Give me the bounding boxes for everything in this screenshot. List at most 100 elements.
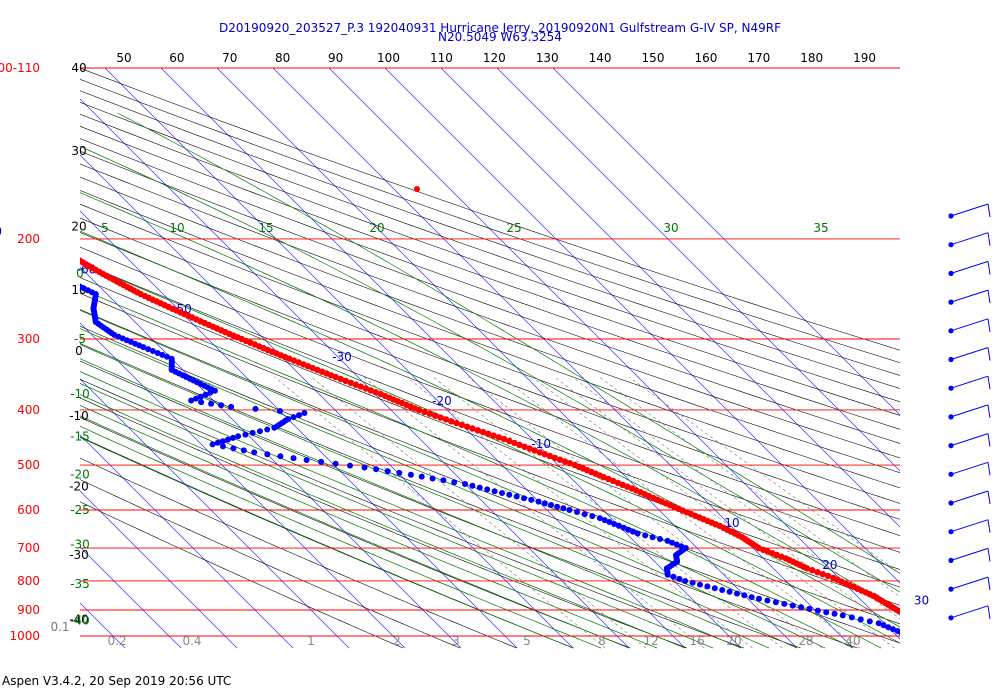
temperature-point (905, 614, 911, 620)
wind-barb (948, 289, 991, 305)
temperature-point (506, 437, 513, 445)
dewpoint-point (347, 462, 353, 469)
temperature-point (485, 430, 492, 437)
temperature-point (415, 406, 423, 414)
dewpoint-point (301, 410, 308, 416)
isotherm-label: 20 (822, 558, 837, 572)
dry-adiabat-line (80, 417, 631, 649)
dewpoint-point (670, 573, 677, 580)
pressure-label: 500 (17, 458, 40, 472)
temperature-point (352, 381, 359, 388)
dewpoint-point (506, 491, 513, 498)
mixing-ratio-label: 3 (452, 634, 460, 648)
dewpoint-point (839, 612, 846, 619)
isotherm-label: -20 (432, 394, 452, 408)
dewpoint-point (711, 585, 718, 592)
dry-adiabat-line (80, 309, 900, 625)
top-scale-label: 110 (430, 51, 453, 65)
mixing-ratio-label: 40 (845, 634, 860, 648)
dewpoint-point (566, 507, 573, 513)
top-scale-label: 50 (116, 51, 131, 65)
moist-adiabat-line (80, 288, 882, 649)
temperature-point (916, 620, 922, 626)
dewpoint-point (634, 530, 641, 537)
dewpoint-point (209, 441, 216, 448)
temperature-point (500, 435, 508, 443)
dewpoint-point (560, 505, 567, 512)
left-scale-label: -30 (69, 548, 89, 562)
isotherm-label: 10 (724, 516, 739, 530)
dewpoint-point (697, 581, 703, 588)
left-scale-label: 0 (75, 344, 83, 358)
dry-adiabat-line (80, 78, 900, 364)
isotherm-line (440, 68, 900, 528)
temperature-point (479, 428, 487, 436)
dry-adiabat-line (80, 113, 900, 403)
temperature-point (67, 252, 73, 258)
mixing-ratio-label: 16 (689, 634, 704, 648)
dewpoint-point (606, 519, 613, 525)
temperature-point (469, 425, 476, 432)
dewpoint-point (596, 515, 603, 522)
wind-barb (948, 519, 991, 535)
temperature-point (935, 631, 941, 637)
dewpoint-point (620, 524, 627, 531)
dewpoint-point (581, 511, 588, 518)
left-scale-label: -10 (69, 409, 89, 423)
moist-adiabat-label: 25 (506, 221, 521, 235)
left-scale-label: 30 (71, 144, 86, 158)
isotherm-line (80, 266, 462, 649)
moist-adiabat-label: 15 (258, 221, 273, 235)
dewpoint-point (235, 433, 242, 440)
isotherm-line (80, 322, 406, 649)
wind-barb (948, 260, 991, 276)
temperature-point (347, 379, 354, 386)
mixing-ratio-label: 2 (393, 634, 401, 648)
dry-adiabat-line (80, 138, 900, 430)
left-scale-label: 40 (71, 61, 86, 75)
wind-barb (948, 576, 991, 592)
moist-adiabat-line (80, 344, 798, 649)
temperature-point (526, 445, 533, 452)
isotherm-line (272, 68, 854, 649)
adiabat-label: -35 (70, 577, 90, 591)
isotherm-label: 30 (914, 593, 929, 607)
mixing-ratio-line (467, 376, 823, 649)
dewpoint-point (814, 607, 821, 614)
temperature-point (61, 248, 67, 254)
top-scale-label: 160 (694, 51, 717, 65)
dewpoint-point (781, 600, 788, 607)
temperature-point (516, 441, 523, 448)
corner-label: 0.1 (50, 620, 69, 634)
temperature-point (929, 627, 935, 633)
dewpoint-point (290, 455, 297, 462)
temperature-point (902, 612, 908, 618)
wind-barb (948, 318, 991, 334)
dewpoint-point (642, 532, 649, 539)
dewpoint-point (857, 616, 864, 623)
left-scale-label: 20 (71, 219, 86, 233)
temperature-point (337, 375, 344, 383)
dry-adiabat-line (80, 292, 900, 606)
isotherm-label: -30 (332, 350, 352, 364)
wind-barb (948, 203, 991, 219)
dewpoint-point (885, 624, 892, 631)
wind-barb (948, 347, 991, 363)
adiabat-label: -30 (70, 537, 90, 551)
temperature-point (909, 616, 915, 622)
dewpoint-point (615, 522, 622, 529)
temperature-point (426, 410, 433, 417)
pressure-label: 800 (17, 574, 40, 588)
dewpoint-point (898, 629, 900, 636)
dewpoint-point (264, 451, 271, 458)
dewpoint-point (649, 534, 656, 541)
temperature-point (495, 434, 502, 441)
isotherm-label: -70 (0, 224, 2, 238)
dewpoint-point (682, 578, 689, 584)
wind-barb (948, 433, 991, 449)
temperature-point (70, 254, 76, 260)
isotherm-line (104, 68, 686, 649)
dewpoint-point (741, 592, 748, 599)
dewpoint-point (789, 602, 796, 609)
dry-adiabat-line (80, 232, 900, 536)
